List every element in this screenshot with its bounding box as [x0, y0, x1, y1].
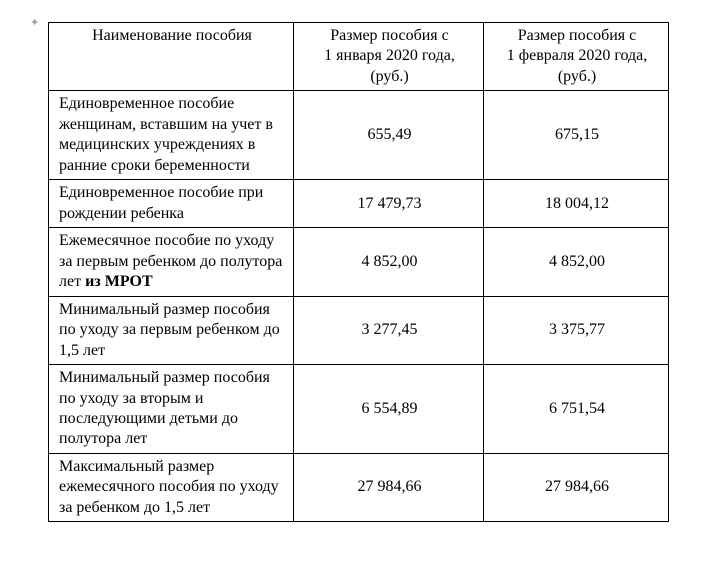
cell-jan: 4 852,00 [294, 228, 484, 296]
table-row: Максимальный размер ежемесячного пособия… [49, 453, 669, 521]
benefits-table: Наименование пособия Размер пособия с 1 … [48, 22, 669, 522]
table-row: Единовременное пособие женщинам, вставши… [49, 91, 669, 180]
table-header-row: Наименование пособия Размер пособия с 1 … [49, 23, 669, 91]
cell-name: Единовременное пособие при рождении ребе… [49, 180, 294, 228]
table-row: Единовременное пособие при рождении ребе… [49, 180, 669, 228]
cell-jan: 3 277,45 [294, 296, 484, 364]
cell-feb: 6 751,54 [484, 365, 669, 454]
table-row: Минимальный размер пособия по уходу за п… [49, 296, 669, 364]
cell-jan: 17 479,73 [294, 180, 484, 228]
cell-name: Минимальный размер пособия по уходу за в… [49, 365, 294, 454]
table-row: Ежемесячное пособие по уходу за первым р… [49, 228, 669, 296]
col-header-feb: Размер пособия с 1 февраля 2020 года, (р… [484, 23, 669, 91]
cell-feb: 27 984,66 [484, 453, 669, 521]
cell-jan: 6 554,89 [294, 365, 484, 454]
col-header-name: Наименование пособия [49, 23, 294, 91]
cell-name: Ежемесячное пособие по уходу за первым р… [49, 228, 294, 296]
cell-jan: 655,49 [294, 91, 484, 180]
cell-jan: 27 984,66 [294, 453, 484, 521]
table-row: Минимальный размер пособия по уходу за в… [49, 365, 669, 454]
cell-name: Единовременное пособие женщинам, вставши… [49, 91, 294, 180]
cell-feb: 675,15 [484, 91, 669, 180]
cell-feb: 4 852,00 [484, 228, 669, 296]
col-header-jan: Размер пособия с 1 января 2020 года, (ру… [294, 23, 484, 91]
cell-name: Максимальный размер ежемесячного пособия… [49, 453, 294, 521]
cell-feb: 18 004,12 [484, 180, 669, 228]
cell-name: Минимальный размер пособия по уходу за п… [49, 296, 294, 364]
table-anchor-icon: ✦ [30, 16, 39, 29]
cell-feb: 3 375,77 [484, 296, 669, 364]
